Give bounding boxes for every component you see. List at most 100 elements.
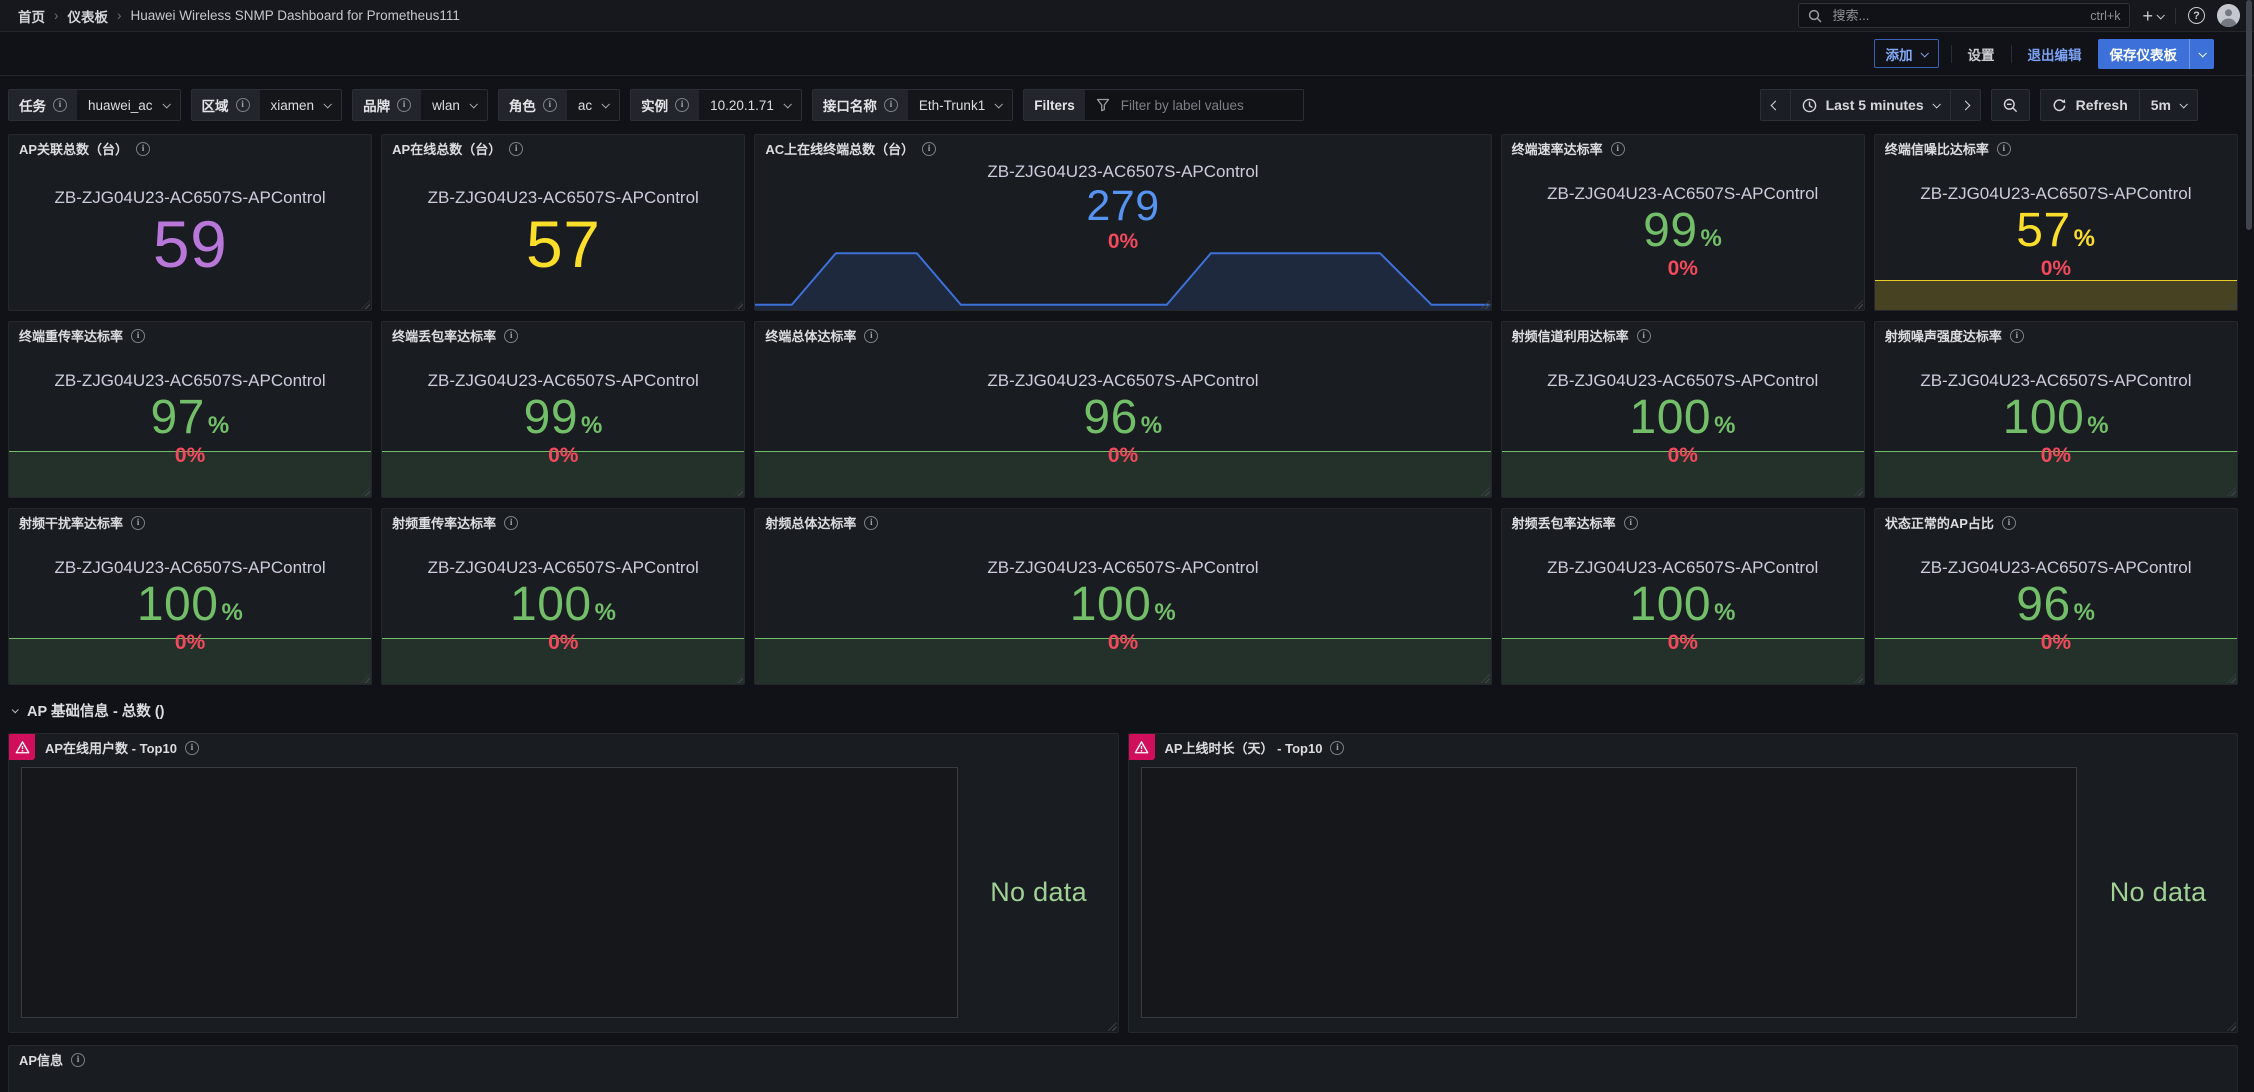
info-icon[interactable]: i — [864, 515, 879, 530]
panel-title[interactable]: 终端总体达标率 — [765, 329, 857, 344]
panel-resize-handle[interactable] — [1107, 1022, 1117, 1031]
panel-resize-handle[interactable] — [1480, 487, 1490, 496]
breadcrumb: 首页 › 仪表板 › Huawei Wireless SNMP Dashboar… — [18, 6, 460, 26]
info-icon[interactable]: i — [542, 98, 557, 112]
panel-title[interactable]: 终端丢包率达标率 — [392, 329, 497, 344]
panel-title[interactable]: 射频总体达标率 — [765, 516, 857, 531]
stat-device-label: ZB-ZJG04U23-AC6507S-APControl — [1547, 183, 1819, 203]
panel-title[interactable]: 射频丢包率达标率 — [1511, 516, 1616, 531]
stat-value: 100% — [510, 580, 616, 629]
stat-value-unit: % — [1140, 411, 1163, 439]
panel-resize-handle[interactable] — [2227, 1022, 2236, 1031]
panel-resize-handle[interactable] — [361, 300, 371, 309]
panel-title[interactable]: 射频噪声强度达标率 — [1884, 329, 2002, 344]
help-button[interactable]: ? — [2186, 5, 2207, 26]
info-icon[interactable]: i — [235, 98, 250, 112]
info-icon[interactable]: i — [1996, 141, 2011, 156]
info-icon[interactable]: i — [71, 1052, 86, 1067]
panel-title[interactable]: 状态正常的AP占比 — [1884, 516, 1994, 531]
variable-value-dropdown[interactable]: Eth-Trunk1 — [907, 90, 1013, 120]
row-ap-basic-info[interactable]: AP 基础信息 - 总数 () — [8, 695, 2238, 725]
panel-title[interactable]: AP在线用户数 - Top10 — [45, 741, 177, 756]
panel-resize-handle[interactable] — [1853, 674, 1863, 683]
panel-error-badge[interactable] — [1128, 734, 1155, 760]
search-box[interactable]: ctrl+k — [1798, 3, 2131, 28]
user-avatar[interactable] — [2217, 4, 2240, 27]
adhoc-filter-input-wrap[interactable] — [1084, 90, 1303, 120]
info-icon[interactable]: i — [2009, 328, 2024, 343]
info-icon[interactable]: i — [509, 141, 524, 156]
refresh-button[interactable]: Refresh — [2039, 89, 2140, 121]
panel-title[interactable]: AP信息 — [19, 1053, 64, 1068]
stat-panel: 终端信噪比达标率 i ZB-ZJG04U23-AC6507S-APControl 57… — [1873, 134, 2238, 311]
info-icon[interactable]: i — [136, 141, 151, 156]
panel-title[interactable]: 射频重传率达标率 — [392, 516, 497, 531]
info-icon[interactable]: i — [883, 98, 898, 112]
panel-resize-handle[interactable] — [734, 300, 744, 309]
panel-resize-handle[interactable] — [734, 487, 744, 496]
panel-resize-handle[interactable] — [2226, 300, 2236, 309]
add-panel-button[interactable]: 添加 — [1873, 39, 1939, 68]
variable-value-dropdown[interactable]: huawei_ac — [77, 90, 180, 120]
panel-resize-handle[interactable] — [1853, 300, 1863, 309]
info-icon[interactable]: i — [131, 328, 146, 343]
panel-resize-handle[interactable] — [1480, 300, 1490, 309]
panel-title[interactable]: 射频干扰率达标率 — [19, 516, 124, 531]
panel-title[interactable]: AP在线总数（台） — [392, 142, 502, 157]
panel-resize-handle[interactable] — [361, 674, 371, 683]
add-menu-button[interactable]: + — [2140, 5, 2165, 27]
panel-resize-handle[interactable] — [2226, 487, 2236, 496]
info-icon[interactable]: i — [864, 328, 879, 343]
info-icon[interactable]: i — [1623, 515, 1638, 530]
time-range-picker[interactable]: Last 5 minutes — [1790, 89, 1951, 121]
exit-edit-button[interactable]: 退出编辑 — [2024, 44, 2086, 64]
panel-resize-handle[interactable] — [734, 674, 744, 683]
refresh-interval-picker[interactable]: 5m — [2139, 89, 2198, 121]
panel-resize-handle[interactable] — [1853, 487, 1863, 496]
variable-value-text: 10.20.1.71 — [710, 97, 774, 113]
info-icon[interactable]: i — [397, 98, 412, 112]
panel-title[interactable]: AP上线时长（天） - Top10 — [1164, 741, 1323, 756]
info-icon[interactable]: i — [131, 515, 146, 530]
info-icon[interactable]: i — [675, 98, 690, 112]
breadcrumb-home[interactable]: 首页 — [18, 9, 45, 25]
info-icon[interactable]: i — [1610, 141, 1625, 156]
info-icon[interactable]: i — [922, 141, 937, 156]
time-shift-forward-button[interactable] — [1950, 89, 1981, 121]
panel-title[interactable]: AP关联总数（台） — [19, 142, 129, 157]
panel-title[interactable]: 射频信道利用达标率 — [1511, 329, 1629, 344]
panel-title[interactable]: 终端速率达标率 — [1511, 142, 1603, 157]
panel-resize-handle[interactable] — [1480, 674, 1490, 683]
info-icon[interactable]: i — [2001, 515, 2016, 530]
variable-value-dropdown[interactable]: xiamen — [259, 90, 342, 120]
info-icon[interactable]: i — [53, 98, 67, 112]
adhoc-filter-input[interactable] — [1118, 96, 1292, 114]
panel-title[interactable]: AC上在线终端总数（台） — [765, 142, 915, 157]
search-input[interactable] — [1830, 7, 2083, 24]
variable-label-text: 角色 — [508, 99, 536, 114]
dashboard-settings-button[interactable]: 设置 — [1964, 44, 1999, 64]
variable-value-dropdown[interactable]: ac — [566, 90, 620, 120]
save-dashboard-button[interactable]: 保存仪表板 — [2097, 38, 2189, 69]
save-dashboard-options-button[interactable] — [2189, 38, 2214, 69]
breadcrumb-dashboards[interactable]: 仪表板 — [67, 9, 109, 25]
panel-title[interactable]: 终端重传率达标率 — [19, 329, 124, 344]
panel-resize-handle[interactable] — [2226, 674, 2236, 683]
info-icon[interactable]: i — [1636, 328, 1651, 343]
scrollbar-thumb[interactable] — [2246, 0, 2252, 230]
panel-resize-handle[interactable] — [361, 487, 371, 496]
stat-value-unit: % — [1714, 411, 1736, 439]
info-icon[interactable]: i — [1330, 740, 1345, 755]
panel-error-badge[interactable] — [9, 734, 35, 760]
info-icon[interactable]: i — [504, 515, 519, 530]
variable-value-dropdown[interactable]: 10.20.1.71 — [699, 90, 801, 120]
info-icon[interactable]: i — [504, 328, 519, 343]
panel-header: 终端信噪比达标率 i — [1875, 135, 2237, 162]
time-shift-back-button[interactable] — [1759, 89, 1791, 121]
variable-value-dropdown[interactable]: wlan — [421, 90, 487, 120]
stat-row-1: AP关联总数（台） i ZB-ZJG04U23-AC6507S-APControl 5… — [8, 134, 2238, 311]
stat-content: ZB-ZJG04U23-AC6507S-APControl 100% 0% — [763, 534, 1482, 678]
info-icon[interactable]: i — [184, 740, 199, 755]
panel-title[interactable]: 终端信噪比达标率 — [1884, 142, 1989, 157]
zoom-out-button[interactable] — [1990, 89, 2030, 121]
